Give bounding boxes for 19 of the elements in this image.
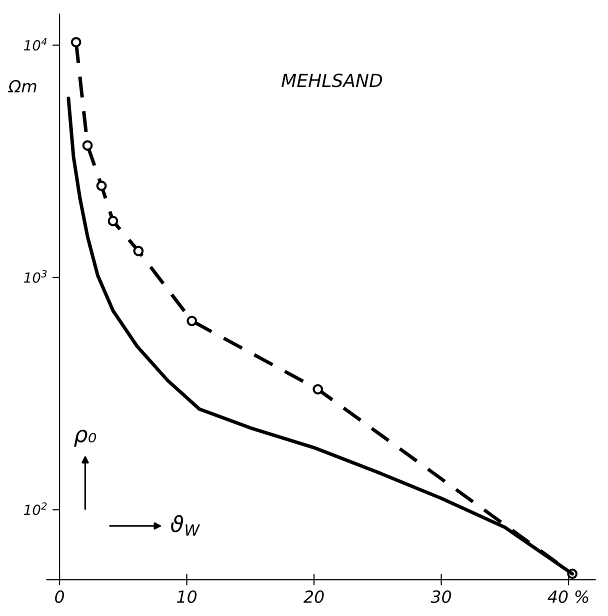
y-axis-title: ρ₀ — [74, 430, 96, 447]
x-tick-label: 40 % — [548, 590, 588, 603]
point — [82, 140, 93, 151]
y-tick-label: 10$^{3}$ — [24, 270, 47, 283]
x-tick-label: 0 — [55, 590, 64, 603]
point — [186, 316, 198, 326]
x-tick-label: 10 — [176, 590, 197, 603]
point — [108, 216, 118, 226]
point — [70, 36, 82, 48]
point — [133, 246, 144, 256]
text: Ωm — [8, 80, 36, 92]
y-tick-label: 10$^{2}$ — [24, 502, 47, 516]
point — [96, 180, 107, 192]
y-tick-label: 10$^{4}$ — [24, 38, 47, 51]
x-axis-title: ϑ$_{W}$ — [171, 514, 200, 536]
x-tick-label: 20 — [303, 590, 324, 603]
text: MEHLSAND — [282, 74, 382, 88]
x-tick-label: 30 — [430, 590, 452, 603]
point — [312, 384, 324, 395]
